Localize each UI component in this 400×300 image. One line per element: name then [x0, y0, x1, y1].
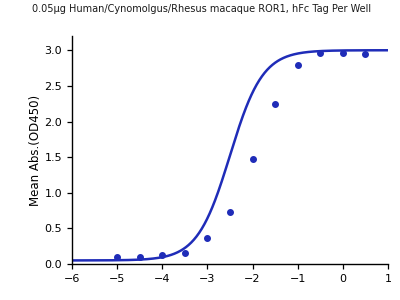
Y-axis label: Mean Abs.(OD450): Mean Abs.(OD450)	[29, 94, 42, 206]
Text: 0.05μg Human/Cynomolgus/Rhesus macaque ROR1, hFc Tag Per Well: 0.05μg Human/Cynomolgus/Rhesus macaque R…	[32, 4, 371, 14]
